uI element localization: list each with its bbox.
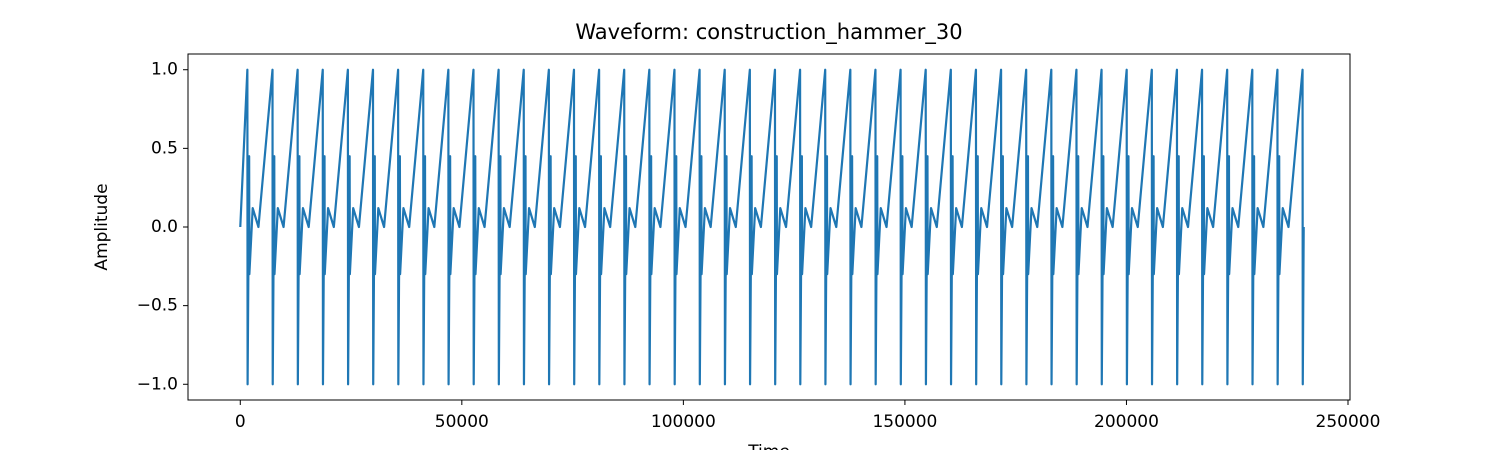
y-tick-label: 1.0 (151, 60, 178, 80)
x-tick-label: 150000 (872, 412, 937, 432)
x-axis-label: Time (747, 442, 790, 450)
y-tick-label: 0.0 (151, 217, 178, 237)
plot-frame (187, 53, 1351, 401)
x-tick-label: 100000 (651, 412, 716, 432)
x-tick-label: 0 (235, 412, 246, 432)
x-tick-label: 200000 (1094, 412, 1159, 432)
y-tick-label: −0.5 (137, 296, 178, 316)
y-tick-label: −1.0 (137, 374, 178, 394)
waveform-line (239, 68, 1305, 386)
x-tick-label: 250000 (1316, 412, 1381, 432)
x-tick-label: 50000 (435, 412, 489, 432)
chart-title: Waveform: construction_hammer_30 (575, 20, 962, 45)
y-axis-label: Amplitude (92, 183, 112, 270)
y-tick-label: 0.5 (151, 138, 178, 158)
